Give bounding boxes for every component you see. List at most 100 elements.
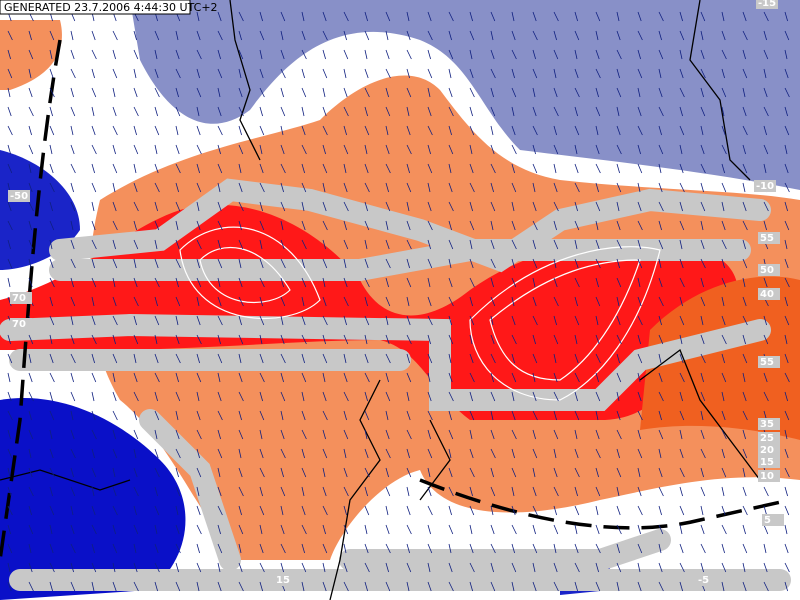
wind-arrow [448,486,454,497]
wind-arrow [742,239,746,250]
wind-arrow [112,467,116,478]
wind-arrow [91,182,97,193]
wind-arrow [469,391,473,402]
wind-arrow [406,524,412,535]
wind-arrow [28,562,33,573]
wind-arrow [658,467,663,478]
wind-arrow [532,296,537,307]
wind-arrow [259,182,265,193]
wind-arrow [112,68,118,79]
wind-arrow [406,125,411,136]
label-box [758,356,780,368]
wind-arrow [217,562,221,573]
wind-arrow [448,372,453,383]
wind-arrow [511,277,517,288]
wind-arrow [238,11,244,22]
wind-arrow [175,448,181,459]
wind-arrow [574,429,578,440]
wind-arrow [91,106,95,117]
wind-arrow [91,543,95,554]
wind-arrow [364,372,370,383]
wind-arrow [280,106,286,117]
wind-arrow [385,201,391,212]
wind-arrow [700,201,706,212]
wind-arrow [217,49,221,60]
wind-arrow [616,125,621,136]
wind-arrow [721,448,725,459]
wind-arrow [448,334,454,345]
wind-arrow [301,353,305,364]
wind-arrow [427,296,432,307]
wind-arrow [217,106,222,117]
wind-arrow [238,163,242,174]
wind-arrow [49,125,55,136]
wind-arrow [364,125,370,136]
wind-arrow [196,315,201,326]
wind-arrow [259,429,263,440]
wind-arrow [784,524,788,535]
wind-arrow [658,182,663,193]
wind-arrow [196,391,200,402]
wind-arrow [322,524,326,535]
wind-arrow [70,429,75,440]
wind-arrow [784,49,788,60]
wind-arrow [553,410,557,421]
wind-arrow [784,220,790,231]
wind-arrow [553,144,559,155]
wind-arrow [574,562,580,573]
wind-arrow [196,296,200,307]
wind-arrow [427,182,431,193]
wind-arrow [679,277,685,288]
wind-arrow [280,201,286,212]
wind-arrow [700,562,704,573]
wind-arrow [28,372,33,383]
wind-arrow [616,106,620,117]
wind-arrow [448,239,454,250]
wind-arrow [280,68,286,79]
wind-arrow [469,581,473,592]
wind-arrow [217,68,223,79]
wind-arrow [133,391,139,402]
wind-arrow [511,239,517,250]
wind-arrow [91,429,97,440]
wind-arrow [238,315,242,326]
wind-arrow [7,334,11,345]
wind-arrow [427,581,432,592]
wind-arrow [280,163,286,174]
wind-arrow [553,334,559,345]
wind-arrow [490,87,494,98]
wind-arrow [721,334,727,345]
wind-arrow [490,296,496,307]
wind-arrow [49,467,55,478]
wind-arrow [259,353,264,364]
wind-arrow [616,562,622,573]
wind-arrow [154,429,158,440]
wind-arrow [133,68,137,79]
wind-arrow [364,410,370,421]
wind-arrow [448,429,454,440]
wind-arrow [658,106,664,117]
wind-arrow [259,467,265,478]
wind-arrow [154,49,158,60]
wind-arrow [238,486,244,497]
wind-arrow [385,448,391,459]
wind-arrow [70,448,76,459]
wind-arrow [322,296,327,307]
wind-arrow [238,524,244,535]
wind-arrow [595,163,601,174]
wind-arrow [385,315,389,326]
wind-arrow [784,68,789,79]
wind-arrow [259,163,264,174]
wind-arrow [658,410,662,421]
wind-arrow [490,429,495,440]
wind-arrow [217,448,223,459]
wind-arrow [112,372,116,383]
wind-arrow [427,201,432,212]
wind-arrow [679,524,683,535]
wind-arrow [133,106,139,117]
wind-arrow [238,543,242,554]
wind-arrow [406,353,410,364]
wind-arrow [133,467,138,478]
wind-arrow [175,87,179,98]
wind-arrow [7,201,12,212]
